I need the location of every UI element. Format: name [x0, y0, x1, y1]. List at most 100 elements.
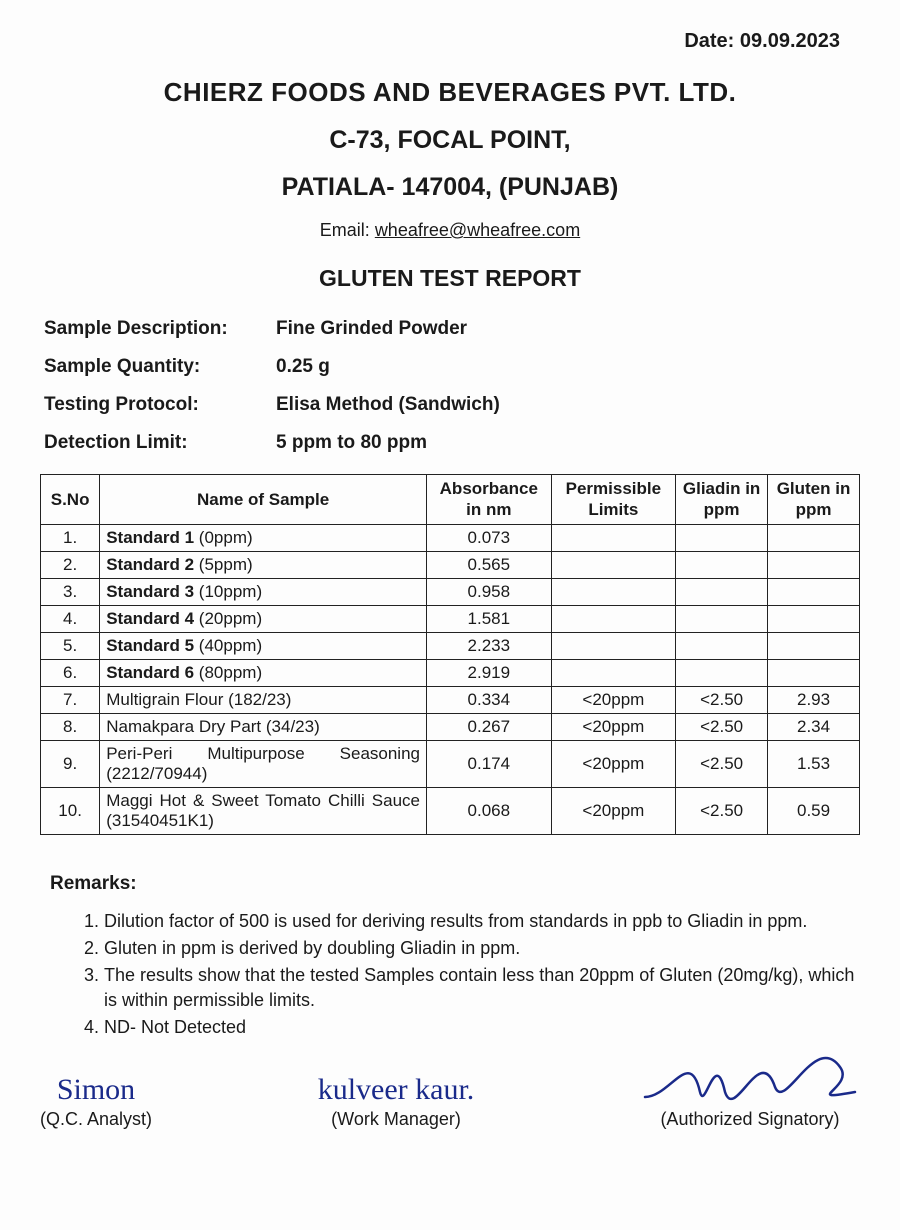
cell-glut: 2.93 [768, 686, 860, 713]
cell-glut: 0.59 [768, 787, 860, 834]
remarks-list: Dilution factor of 500 is used for deriv… [104, 909, 860, 1041]
remarks-item: Dilution factor of 500 is used for deriv… [104, 909, 860, 934]
cell-name: Standard 6 (80ppm) [100, 659, 427, 686]
signature-qc: Simon (Q.C. Analyst) [40, 1075, 152, 1130]
cell-sno: 6. [41, 659, 100, 686]
table-header-row: S.No Name of Sample Absorbance in nm Per… [41, 475, 860, 525]
cell-sno: 1. [41, 524, 100, 551]
table-row: 10.Maggi Hot & Sweet Tomato Chilli Sauce… [41, 787, 860, 834]
cell-perm: <20ppm [551, 713, 676, 740]
report-date: Date: 09.09.2023 [40, 30, 840, 53]
wm-signature-label: (Work Manager) [318, 1109, 475, 1130]
table-row: 1.Standard 1 (0ppm)0.073 [41, 524, 860, 551]
cell-abs: 0.958 [427, 578, 552, 605]
cell-glut [768, 578, 860, 605]
cell-name: Multigrain Flour (182/23) [100, 686, 427, 713]
col-gliadin: Gliadin in ppm [676, 475, 768, 525]
cell-abs: 0.068 [427, 787, 552, 834]
detection-limit-label: Detection Limit: [44, 432, 276, 454]
cell-perm [551, 524, 676, 551]
signature-row: Simon (Q.C. Analyst) kulveer kaur. (Work… [40, 1031, 860, 1130]
cell-glia: <2.50 [676, 740, 768, 787]
sample-meta: Sample Description: Fine Grinded Powder … [44, 318, 856, 454]
cell-glut [768, 659, 860, 686]
signature-auth: (Authorized Signatory) [640, 1031, 860, 1130]
cell-name: Standard 3 (10ppm) [100, 578, 427, 605]
cell-abs: 2.919 [427, 659, 552, 686]
cell-glut: 1.53 [768, 740, 860, 787]
table-row: 8.Namakpara Dry Part (34/23)0.267<20ppm<… [41, 713, 860, 740]
cell-abs: 0.565 [427, 551, 552, 578]
cell-sno: 7. [41, 686, 100, 713]
cell-glut [768, 605, 860, 632]
auth-signature-label: (Authorized Signatory) [640, 1109, 860, 1130]
testing-protocol-value: Elisa Method (Sandwich) [276, 394, 500, 416]
cell-name: Namakpara Dry Part (34/23) [100, 713, 427, 740]
cell-abs: 1.581 [427, 605, 552, 632]
report-title: GLUTEN TEST REPORT [40, 265, 860, 292]
report-header: CHIERZ FOODS AND BEVERAGES PVT. LTD. C-7… [40, 77, 860, 292]
cell-abs: 0.073 [427, 524, 552, 551]
cell-sno: 10. [41, 787, 100, 834]
cell-name: Maggi Hot & Sweet Tomato Chilli Sauce (3… [100, 787, 427, 834]
cell-perm [551, 659, 676, 686]
results-table: S.No Name of Sample Absorbance in nm Per… [40, 474, 860, 835]
remarks-item: The results show that the tested Samples… [104, 963, 860, 1013]
cell-glut [768, 632, 860, 659]
table-row: 6.Standard 6 (80ppm)2.919 [41, 659, 860, 686]
col-gluten: Gluten in ppm [768, 475, 860, 525]
email-address: wheafree@wheafree.com [375, 220, 580, 240]
cell-glia [676, 605, 768, 632]
cell-perm [551, 605, 676, 632]
cell-glia [676, 632, 768, 659]
signature-wm: kulveer kaur. (Work Manager) [318, 1075, 475, 1130]
col-sno: S.No [41, 475, 100, 525]
table-row: 7.Multigrain Flour (182/23)0.334<20ppm<2… [41, 686, 860, 713]
cell-perm [551, 551, 676, 578]
cell-glia [676, 551, 768, 578]
table-row: 9.Peri-Peri Multipurpose Seasoning (2212… [41, 740, 860, 787]
cell-name: Standard 2 (5ppm) [100, 551, 427, 578]
company-name: CHIERZ FOODS AND BEVERAGES PVT. LTD. [40, 77, 860, 108]
qc-signature-label: (Q.C. Analyst) [40, 1109, 152, 1130]
table-row: 5.Standard 5 (40ppm)2.233 [41, 632, 860, 659]
cell-glut [768, 524, 860, 551]
cell-perm [551, 578, 676, 605]
cell-glia: <2.50 [676, 686, 768, 713]
sample-quantity-label: Sample Quantity: [44, 356, 276, 378]
cell-glia: <2.50 [676, 713, 768, 740]
cell-glia [676, 659, 768, 686]
detection-limit-value: 5 ppm to 80 ppm [276, 432, 427, 454]
cell-glut: 2.34 [768, 713, 860, 740]
remarks-item: Gluten in ppm is derived by doubling Gli… [104, 936, 860, 961]
table-row: 2.Standard 2 (5ppm)0.565 [41, 551, 860, 578]
col-name: Name of Sample [100, 475, 427, 525]
cell-name: Standard 4 (20ppm) [100, 605, 427, 632]
col-permiss: Permissible Limits [551, 475, 676, 525]
cell-abs: 0.267 [427, 713, 552, 740]
cell-sno: 2. [41, 551, 100, 578]
table-row: 3.Standard 3 (10ppm)0.958 [41, 578, 860, 605]
address-line-2: PATIALA- 147004, (PUNJAB) [40, 173, 860, 202]
email-label: Email: [320, 220, 375, 240]
cell-sno: 9. [41, 740, 100, 787]
cell-name: Standard 5 (40ppm) [100, 632, 427, 659]
address-line-1: C-73, FOCAL POINT, [40, 126, 860, 155]
cell-glia [676, 578, 768, 605]
sample-description-label: Sample Description: [44, 318, 276, 340]
cell-abs: 0.334 [427, 686, 552, 713]
col-absorb: Absorbance in nm [427, 475, 552, 525]
testing-protocol-label: Testing Protocol: [44, 394, 276, 416]
cell-name: Standard 1 (0ppm) [100, 524, 427, 551]
cell-abs: 0.174 [427, 740, 552, 787]
cell-glut [768, 551, 860, 578]
cell-name: Peri-Peri Multipurpose Seasoning (2212/7… [100, 740, 427, 787]
cell-perm: <20ppm [551, 686, 676, 713]
qc-signature-script: Simon [40, 1075, 152, 1105]
sample-quantity-value: 0.25 g [276, 356, 330, 378]
auth-signature-script [640, 1037, 860, 1111]
cell-sno: 8. [41, 713, 100, 740]
cell-glia [676, 524, 768, 551]
auth-signature-svg [640, 1037, 860, 1107]
cell-perm: <20ppm [551, 787, 676, 834]
